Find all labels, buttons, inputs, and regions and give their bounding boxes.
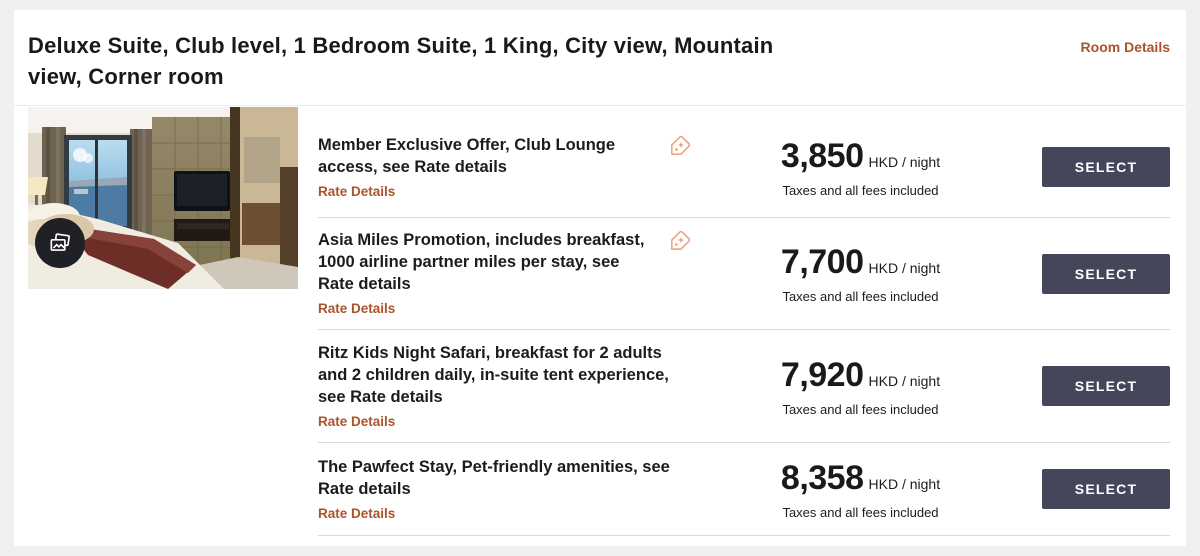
rate-name: The Pawfect Stay, Pet-friendly amenities… bbox=[318, 457, 670, 498]
taxes-note: Taxes and all fees included bbox=[782, 401, 939, 417]
price-unit: HKD / night bbox=[868, 372, 941, 389]
price-block: 8,358 HKD / night Taxes and all fees incl… bbox=[768, 459, 953, 520]
price-unit: HKD / night bbox=[868, 153, 941, 170]
header-divider bbox=[14, 105, 1186, 106]
price-amount: 3,850 bbox=[780, 136, 864, 175]
select-button[interactable]: SELECT bbox=[1042, 469, 1170, 509]
price-unit: HKD / night bbox=[868, 260, 941, 276]
price-unit: HKD / night bbox=[868, 475, 941, 492]
rate-details-link[interactable]: Rate Details bbox=[318, 183, 396, 199]
rate-info: The Pawfect Stay, Pet-friendly amenities… bbox=[318, 456, 768, 523]
rate-info: Ritz Kids Night Safari, breakfast for 2 … bbox=[318, 342, 768, 431]
rate-info: Member Exclusive Offer, Club Lounge acce… bbox=[318, 134, 768, 201]
rate-name: Ritz Kids Night Safari, breakfast for 2 … bbox=[318, 343, 669, 406]
rate-row: Ritz Kids Night Safari, breakfast for 2 … bbox=[318, 330, 1170, 443]
taxes-note: Taxes and all fees included bbox=[782, 289, 939, 304]
price-block: 7,700 HKD / night Taxes and all fees incl… bbox=[768, 243, 953, 304]
rate-name: Member Exclusive Offer, Club Lounge acce… bbox=[318, 135, 616, 176]
photo-gallery-badge[interactable] bbox=[35, 218, 85, 268]
price-tag-icon bbox=[671, 135, 691, 155]
rate-row: Member Exclusive Offer, Club Lounge acce… bbox=[318, 105, 1170, 218]
rate-info: Asia Miles Promotion, includes breakfast… bbox=[318, 229, 768, 318]
rate-details-link[interactable]: Rate Details bbox=[318, 413, 396, 429]
room-details-link[interactable]: Room Details bbox=[1080, 39, 1170, 55]
price-amount: 7,920 bbox=[780, 355, 864, 394]
taxes-note: Taxes and all fees included bbox=[782, 504, 939, 520]
rate-details-link[interactable]: Rate Details bbox=[318, 301, 396, 316]
rate-row: Asia Miles Promotion, includes breakfast… bbox=[318, 218, 1170, 330]
taxes-note: Taxes and all fees included bbox=[782, 182, 939, 198]
price-block: 3,850 HKD / night Taxes and all fees incl… bbox=[768, 137, 953, 198]
select-button[interactable]: SELECT bbox=[1042, 366, 1170, 406]
room-title: Deluxe Suite, Club level, 1 Bedroom Suit… bbox=[28, 33, 774, 89]
price-tag-icon bbox=[671, 230, 691, 250]
rate-list: Member Exclusive Offer, Club Lounge acce… bbox=[318, 105, 1170, 536]
rate-name: Asia Miles Promotion, includes breakfast… bbox=[318, 231, 645, 293]
select-button[interactable]: SELECT bbox=[1042, 147, 1170, 187]
price-amount: 8,358 bbox=[780, 458, 864, 497]
room-rates-card: Deluxe Suite, Club level, 1 Bedroom Suit… bbox=[14, 10, 1186, 546]
price-block: 7,920 HKD / night Taxes and all fees incl… bbox=[768, 356, 953, 417]
price-amount: 7,700 bbox=[780, 243, 864, 281]
room-photo[interactable] bbox=[28, 107, 298, 289]
photo-gallery-icon bbox=[50, 233, 70, 251]
select-button[interactable]: SELECT bbox=[1042, 253, 1170, 294]
rate-details-link[interactable]: Rate Details bbox=[318, 505, 396, 521]
rate-row: The Pawfect Stay, Pet-friendly amenities… bbox=[318, 443, 1170, 536]
